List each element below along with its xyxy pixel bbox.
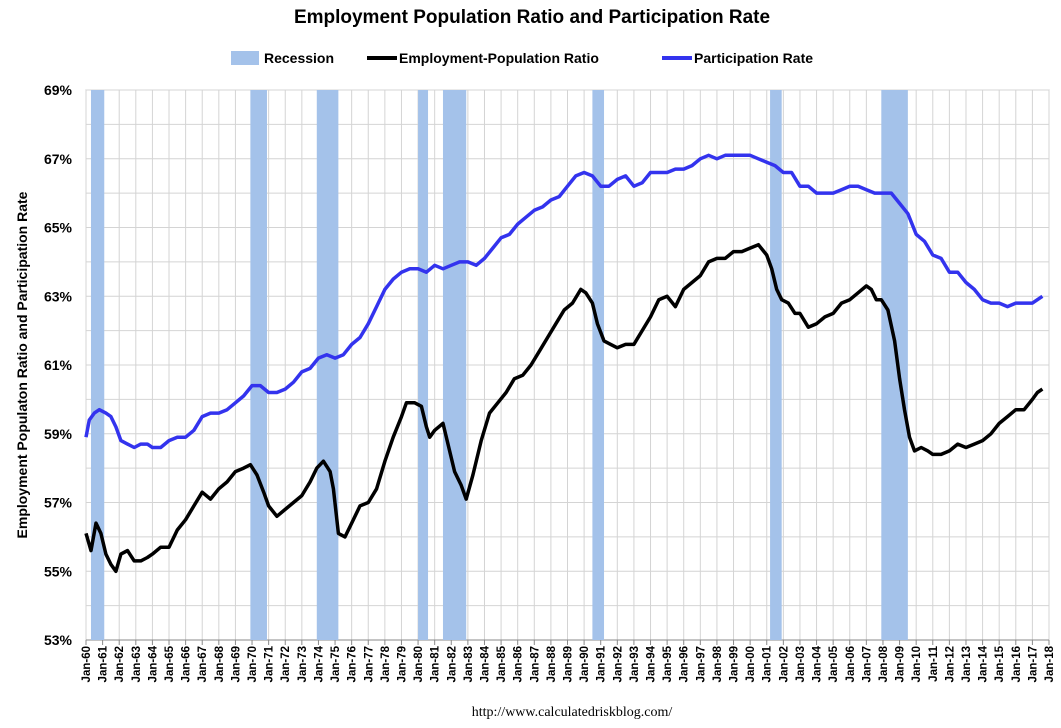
x-tick-label: Jan-11 (928, 645, 940, 681)
x-tick-label: Jan-07 (861, 646, 873, 682)
x-tick-label: Jan-05 (828, 645, 840, 682)
x-tick-label: Jan-94 (646, 645, 658, 682)
legend-label-employment-population-ratio: Employment-Population Ratio (399, 50, 599, 66)
x-tick-label: Jan-85 (496, 645, 508, 682)
x-tick-label: Jan-97 (695, 646, 707, 682)
x-tick-label: Jan-78 (380, 645, 392, 682)
x-tick-label: Jan-70 (247, 646, 259, 682)
x-tick-label: Jan-68 (214, 645, 226, 682)
x-tick-label: Jan-87 (529, 646, 541, 682)
y-tick-label: 55% (44, 563, 73, 579)
y-tick-label: 61% (44, 357, 73, 373)
x-tick-label: Jan-63 (131, 646, 143, 682)
recession-band (316, 90, 339, 640)
x-tick-label: Jan-00 (745, 646, 757, 682)
x-tick-label: Jan-13 (961, 646, 973, 682)
source-url: http://www.calculatedriskblog.com/ (472, 705, 673, 720)
legend: Recession Employment-Population Ratio Pa… (231, 50, 813, 66)
recession-band (592, 90, 605, 640)
x-tick-label: Jan-89 (563, 646, 575, 682)
recession-band (881, 90, 908, 640)
x-tick-label: Jan-80 (413, 646, 425, 682)
x-tick-label: Jan-10 (911, 646, 923, 682)
y-tick-label: 67% (44, 151, 73, 167)
x-tick-label: Jan-90 (579, 646, 591, 682)
x-tick-label: Jan-60 (81, 646, 93, 682)
x-tick-label: Jan-14 (978, 645, 990, 682)
legend-label-recession: Recession (264, 50, 334, 66)
x-tick-label: Jan-81 (430, 645, 442, 682)
x-tick-label: Jan-82 (446, 646, 458, 682)
x-tick-label: Jan-91 (596, 645, 608, 682)
recession-band (90, 90, 105, 640)
x-tick-label: Jan-93 (629, 646, 641, 682)
x-tick-label: Jan-77 (363, 646, 375, 682)
x-tick-label: Jan-66 (181, 646, 193, 682)
legend-label-participation-rate: Participation Rate (694, 50, 813, 66)
x-tick-label: Jan-86 (513, 646, 525, 682)
x-tick-label: Jan-17 (1027, 646, 1039, 682)
x-tick-label: Jan-96 (679, 646, 691, 682)
x-tick-label: Jan-79 (397, 646, 409, 682)
series-line-employment-population-ratio (84, 242, 1044, 574)
y-tick-label: 63% (44, 288, 73, 304)
x-tick-label: Jan-02 (778, 646, 790, 682)
x-tick-label: Jan-18 (1044, 645, 1056, 682)
x-tick-label: Jan-95 (662, 645, 674, 682)
x-tick-label: Jan-84 (480, 645, 492, 682)
x-tick-label: Jan-88 (546, 645, 558, 682)
x-tick-label: Jan-73 (297, 646, 309, 682)
x-tick-label: Jan-64 (147, 645, 159, 682)
y-tick-label: 59% (44, 426, 73, 442)
y-tick-label: 53% (44, 632, 73, 648)
y-axis-ticks: 53% 55% 57% 59% 61% 63% 65% 67% 69% (44, 82, 73, 648)
x-tick-label: Jan-67 (197, 646, 209, 682)
recession-band (250, 90, 267, 640)
x-tick-label: Jan-04 (812, 645, 824, 682)
y-axis-label: Employment Populaton Ratio and Participa… (14, 191, 30, 538)
x-tick-label: Jan-62 (114, 646, 126, 682)
x-tick-label: Jan-09 (895, 646, 907, 682)
x-tick-label: Jan-72 (280, 646, 292, 682)
x-tick-label: Jan-92 (612, 646, 624, 682)
x-tick-label: Jan-06 (845, 646, 857, 682)
recession-bands (90, 90, 908, 640)
x-tick-label: Jan-01 (762, 645, 774, 682)
x-tick-label: Jan-75 (330, 645, 342, 682)
series-lines (84, 153, 1044, 574)
x-axis-ticks: Jan-60 Jan-61 Jan-62 Jan-63 Jan-64 Jan-65 Jan-… (81, 640, 1056, 682)
series-line-participation-rate (84, 153, 1044, 450)
x-tick-label: Jan-98 (712, 645, 724, 682)
x-tick-label: Jan-69 (230, 646, 242, 682)
x-tick-label: Jan-99 (729, 646, 741, 682)
x-tick-label: Jan-71 (264, 645, 276, 682)
x-tick-label: Jan-16 (1011, 646, 1023, 682)
y-tick-label: 69% (44, 82, 73, 98)
x-tick-label: Jan-15 (994, 645, 1006, 682)
legend-swatch-recession (231, 51, 259, 65)
x-tick-label: Jan-08 (878, 645, 890, 682)
x-tick-label: Jan-65 (164, 645, 176, 682)
y-tick-label: 65% (44, 220, 73, 236)
recession-band (770, 90, 782, 640)
x-tick-label: Jan-61 (98, 645, 110, 682)
recession-band (418, 90, 429, 640)
x-tick-label: Jan-76 (347, 646, 359, 682)
y-tick-label: 57% (44, 495, 73, 511)
x-tick-label: Jan-12 (944, 646, 956, 682)
x-tick-label: Jan-74 (313, 645, 325, 682)
recession-band (442, 90, 467, 640)
chart-title: Employment Population Ratio and Particip… (294, 7, 770, 28)
x-tick-label: Jan-83 (463, 646, 475, 682)
x-tick-label: Jan-03 (795, 646, 807, 682)
